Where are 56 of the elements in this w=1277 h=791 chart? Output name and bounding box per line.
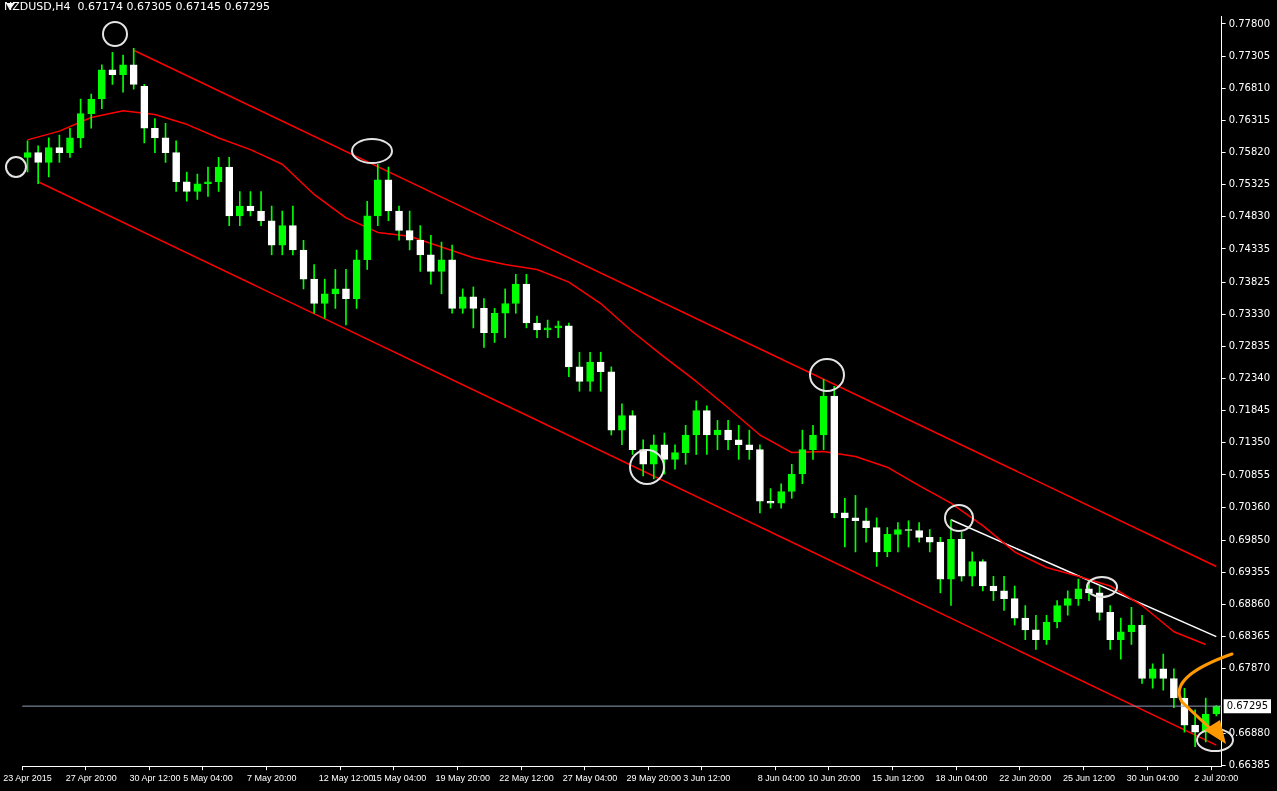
y-tick-label: 0.72340 <box>1228 372 1271 384</box>
candlestick <box>841 498 849 548</box>
candlestick <box>894 522 902 553</box>
x-tick-label: 12 May 12:00 <box>318 773 374 784</box>
x-tick-label: 22 Jun 20:00 <box>999 773 1052 784</box>
x-tick-label: 15 Jun 12:00 <box>871 773 924 784</box>
ref-line-label: 0.67295 <box>1226 699 1269 711</box>
y-tick-label: 0.77305 <box>1228 49 1271 61</box>
candlestick <box>596 351 605 392</box>
y-tick-label: 0.74335 <box>1228 242 1271 254</box>
y-tick-label: 0.73330 <box>1228 307 1271 319</box>
y-tick-label: 0.77800 <box>1228 17 1271 29</box>
y-tick-label: 0.71845 <box>1228 404 1271 416</box>
candlestick <box>745 429 754 460</box>
y-tick-label: 0.68860 <box>1228 598 1271 610</box>
y-tick-label: 0.70855 <box>1228 468 1271 480</box>
y-tick-label: 0.74830 <box>1228 210 1271 222</box>
y-tick-label: 0.73825 <box>1228 275 1271 287</box>
x-tick-label: 7 May 20:00 <box>246 773 297 784</box>
x-tick-label: 15 May 04:00 <box>371 773 427 784</box>
y-tick-label: 0.75820 <box>1228 146 1271 158</box>
x-tick-label: 2 Jul 20:00 <box>1194 773 1239 784</box>
candlestick <box>734 424 743 460</box>
y-tick-label: 0.76315 <box>1228 114 1271 126</box>
x-tick-label: 23 Apr 2015 <box>3 773 52 784</box>
y-tick-label: 0.66385 <box>1228 758 1271 770</box>
candlestick <box>862 507 870 543</box>
x-tick-label: 25 Jun 12:00 <box>1062 773 1115 784</box>
y-tick-label: 0.72835 <box>1228 339 1271 351</box>
chart-title: NZDUSD,H4 0.67174 0.67305 0.67145 0.67295 <box>4 0 270 14</box>
x-tick-label: 29 May 20:00 <box>626 773 682 784</box>
y-tick-label: 0.70360 <box>1228 500 1271 512</box>
x-tick-label: 3 Jun 12:00 <box>683 773 731 784</box>
candlestick <box>501 288 510 338</box>
x-tick-label: 10 Jun 20:00 <box>808 773 861 784</box>
x-tick-label: 27 Apr 20:00 <box>65 773 117 784</box>
x-tick-label: 5 May 04:00 <box>183 773 233 784</box>
x-tick-label: 22 May 12:00 <box>499 773 554 784</box>
candlestick <box>1000 575 1008 611</box>
y-tick-label: 0.76810 <box>1228 81 1271 93</box>
y-tick-label: 0.67870 <box>1228 662 1271 674</box>
x-tick-label: 27 May 04:00 <box>562 773 618 784</box>
y-tick-label: 0.69850 <box>1228 533 1271 545</box>
candlestick <box>204 166 212 197</box>
y-tick-label: 0.75325 <box>1228 178 1271 190</box>
y-tick-label: 0.71350 <box>1228 436 1271 448</box>
x-tick-label: 30 Jun 04:00 <box>1126 773 1179 784</box>
y-tick-label: 0.69355 <box>1228 565 1271 577</box>
y-tick-label: 0.68365 <box>1228 630 1271 642</box>
x-tick-label: 30 Apr 12:00 <box>129 773 181 784</box>
candlestick <box>1116 617 1125 660</box>
x-tick-label: 19 May 20:00 <box>435 773 490 784</box>
x-tick-label: 18 Jun 04:00 <box>935 773 988 784</box>
x-tick-label: 8 Jun 04:00 <box>757 773 805 784</box>
y-tick-label: 0.66880 <box>1228 726 1271 738</box>
candlestick <box>342 269 350 326</box>
